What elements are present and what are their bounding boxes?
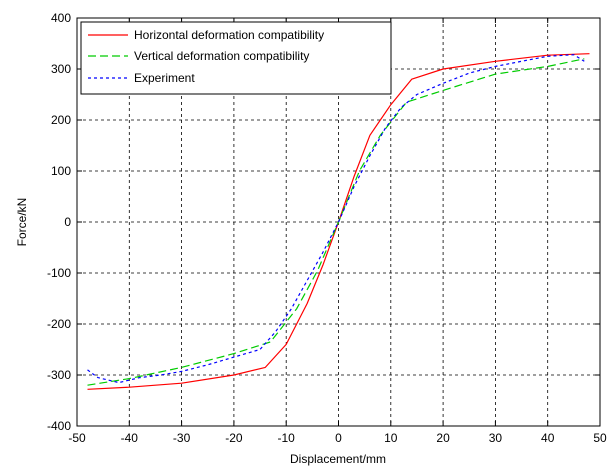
y-tick-label: 0 (64, 215, 71, 229)
axis-ticks (76, 17, 601, 427)
x-tick-label: -20 (225, 431, 243, 445)
legend-label-horizontal: Horizontal deformation compatibility (134, 28, 324, 42)
y-axis-label: Force/kN (15, 198, 29, 247)
x-tick-label: 30 (489, 431, 503, 445)
y-tick-label: 400 (51, 11, 71, 25)
x-tick-label: 50 (593, 431, 607, 445)
x-tick-label: -10 (278, 431, 296, 445)
x-tick-labels: -50 -40 -30 -20 -10 0 10 20 30 40 50 (68, 431, 607, 445)
series-layer (87, 53, 590, 390)
y-tick-label: -200 (47, 317, 71, 331)
legend-box (80, 21, 392, 95)
legend-label-vertical: Vertical deformation compatibility (134, 49, 309, 63)
y-tick-label: -300 (47, 368, 71, 382)
x-tick-label: -30 (173, 431, 191, 445)
x-tick-label: -40 (121, 431, 139, 445)
x-tick-label: 10 (384, 431, 398, 445)
x-tick-label: 40 (541, 431, 555, 445)
series-experiment-line (87, 54, 585, 384)
y-tick-label: 200 (51, 113, 71, 127)
y-tick-label: -100 (47, 266, 71, 280)
y-tick-label: 100 (51, 164, 71, 178)
x-axis-label: Displacement/mm (290, 452, 386, 466)
legend: Horizontal deformation compatibility Ver… (80, 21, 392, 95)
y-tick-labels: -400 -300 -200 -100 0 100 200 300 400 (47, 11, 71, 433)
y-tick-label: 300 (51, 62, 71, 76)
legend-label-experiment: Experiment (134, 71, 195, 85)
x-tick-label: 0 (335, 431, 342, 445)
series-vertical-line (87, 58, 585, 386)
x-tick-label: -50 (68, 431, 86, 445)
x-tick-label: 20 (436, 431, 450, 445)
y-tick-label: -400 (47, 419, 71, 433)
